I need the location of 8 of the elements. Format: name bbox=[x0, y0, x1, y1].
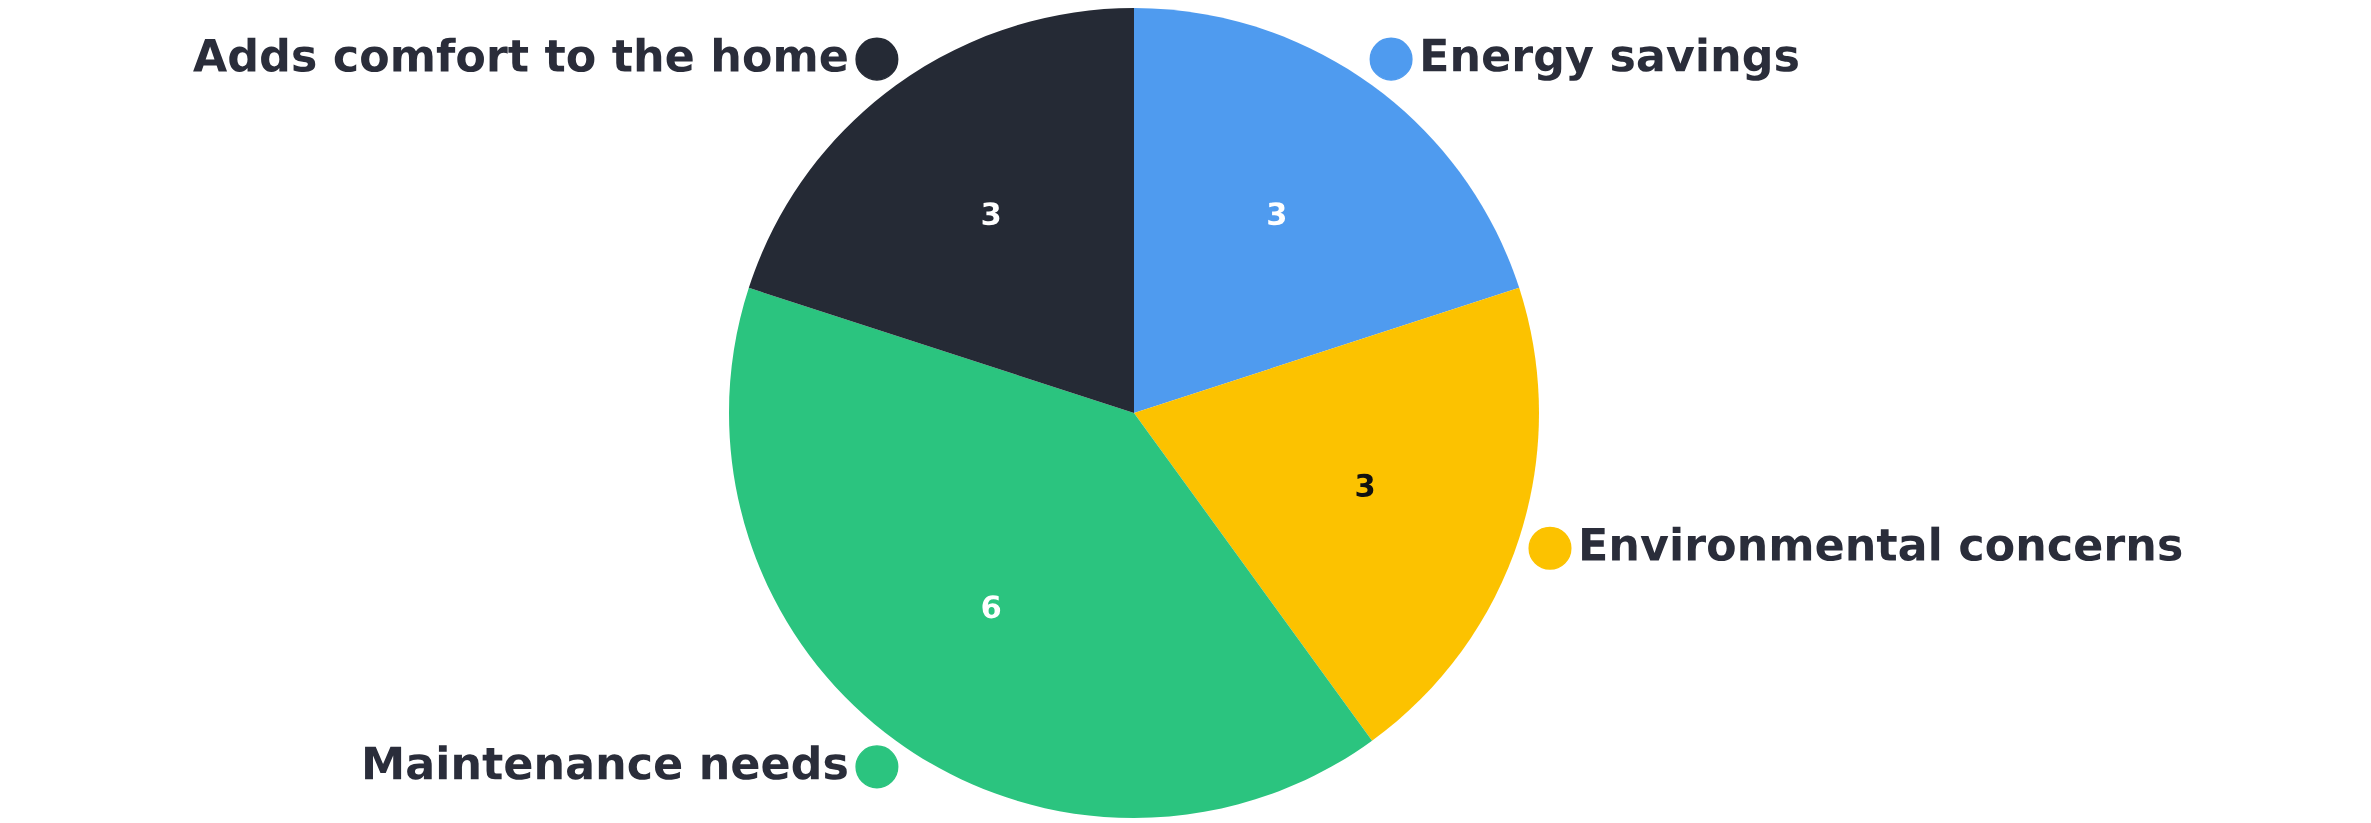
slice-label: Adds comfort to the home bbox=[193, 37, 847, 73]
legend-label: Environmental concerns bbox=[1582, 526, 2182, 562]
data-label: 6 bbox=[982, 595, 1001, 619]
legend-label: Energy savings bbox=[1423, 37, 1798, 81]
data-label: 3 bbox=[982, 202, 1000, 226]
data-label: 3 bbox=[1356, 473, 1374, 497]
data-label: 3 bbox=[1268, 202, 1286, 226]
slice-label: Maintenance needs bbox=[365, 745, 847, 780]
